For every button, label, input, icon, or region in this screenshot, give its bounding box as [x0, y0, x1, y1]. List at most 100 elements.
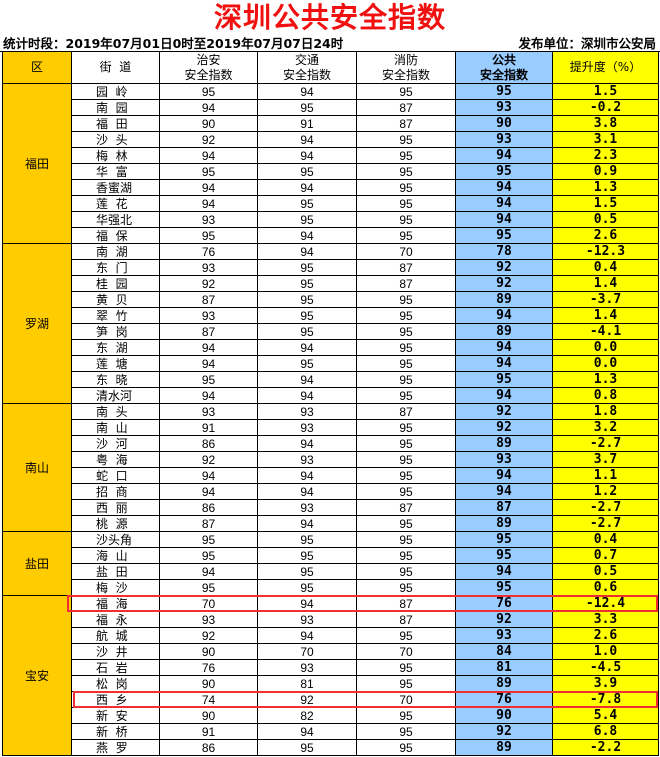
traffic-index-cell: 95 — [258, 580, 357, 596]
fire-index-cell: 87 — [357, 100, 456, 116]
security-index-cell: 94 — [160, 180, 258, 196]
header-line: 安全指数 — [282, 67, 331, 82]
public-index-cell: 81 — [456, 660, 553, 676]
street-cell: 新 桥 — [72, 724, 160, 740]
security-index-cell: 76 — [160, 660, 258, 676]
fire-index-cell: 95 — [357, 564, 456, 580]
security-index-cell: 94 — [160, 468, 258, 484]
public-index-cell: 95 — [456, 228, 553, 244]
street-cell: 西 丽 — [72, 500, 160, 516]
security-index-cell: 74 — [160, 692, 258, 708]
street-cell: 莲 花 — [72, 196, 160, 212]
public-index-cell: 94 — [456, 388, 553, 404]
public-index-cell: 95 — [456, 164, 553, 180]
street-cell: 翠 竹 — [72, 308, 160, 324]
security-index-cell: 94 — [160, 196, 258, 212]
traffic-index-cell: 94 — [258, 132, 357, 148]
street-cell: 沙 河 — [72, 436, 160, 452]
improvement-cell: 5.4 — [553, 708, 659, 724]
fire-index-cell: 87 — [357, 612, 456, 628]
traffic-index-cell: 93 — [258, 500, 357, 516]
street-cell: 清水河 — [72, 388, 160, 404]
street-cell: 福 永 — [72, 612, 160, 628]
fire-index-cell: 95 — [357, 308, 456, 324]
traffic-index-cell: 93 — [258, 452, 357, 468]
improvement-cell: -0.2 — [553, 100, 659, 116]
security-index-cell: 95 — [160, 580, 258, 596]
traffic-index-cell: 94 — [258, 84, 357, 100]
fire-index-cell: 95 — [357, 740, 456, 756]
public-index-cell: 92 — [456, 260, 553, 276]
header-line: 交通 — [294, 52, 319, 67]
security-index-cell: 93 — [160, 612, 258, 628]
security-index-cell: 93 — [160, 212, 258, 228]
street-cell: 东 晓 — [72, 372, 160, 388]
fire-index-cell: 70 — [357, 692, 456, 708]
improvement-cell: 1.2 — [553, 484, 659, 500]
traffic-index-cell: 95 — [258, 324, 357, 340]
header-line: 消防 — [393, 52, 418, 67]
improvement-cell: 2.3 — [553, 148, 659, 164]
improvement-cell: 3.9 — [553, 676, 659, 692]
fire-index-cell: 95 — [357, 340, 456, 356]
traffic-index-cell: 94 — [258, 484, 357, 500]
public-index-cell: 90 — [456, 116, 553, 132]
public-index-cell: 90 — [456, 708, 553, 724]
public-index-cell: 95 — [456, 372, 553, 388]
improvement-cell: 1.1 — [553, 468, 659, 484]
traffic-index-cell: 93 — [258, 660, 357, 676]
district-cell: 罗湖 — [3, 244, 72, 404]
fire-index-cell: 95 — [357, 628, 456, 644]
security-index-cell: 90 — [160, 116, 258, 132]
traffic-index-cell: 94 — [258, 596, 357, 612]
fire-index-cell: 95 — [357, 324, 456, 340]
public-index-cell: 92 — [456, 276, 553, 292]
street-cell: 燕 罗 — [72, 740, 160, 756]
improvement-cell: 0.0 — [553, 340, 659, 356]
street-cell: 沙头角 — [72, 532, 160, 548]
fire-index-cell: 95 — [357, 548, 456, 564]
street-cell: 福 保 — [72, 228, 160, 244]
security-index-cell: 92 — [160, 452, 258, 468]
traffic-index-cell: 94 — [258, 148, 357, 164]
fire-index-cell: 87 — [357, 260, 456, 276]
improvement-cell: 1.4 — [553, 276, 659, 292]
fire-index-cell: 87 — [357, 116, 456, 132]
improvement-cell: -2.7 — [553, 516, 659, 532]
improvement-cell: 0.8 — [553, 388, 659, 404]
security-index-cell: 94 — [160, 388, 258, 404]
traffic-index-cell: 94 — [258, 516, 357, 532]
street-cell: 莲 塘 — [72, 356, 160, 372]
traffic-index-cell: 91 — [258, 116, 357, 132]
street-cell: 南 头 — [72, 404, 160, 420]
traffic-index-cell: 93 — [258, 612, 357, 628]
traffic-index-cell: 94 — [258, 340, 357, 356]
security-index-cell: 70 — [160, 596, 258, 612]
traffic-index-cell: 95 — [258, 740, 357, 756]
header-district: 区 — [3, 52, 72, 84]
fire-index-cell: 87 — [357, 404, 456, 420]
security-index-cell: 87 — [160, 516, 258, 532]
district-cell: 福田 — [3, 84, 72, 244]
header-security: 治安 安全指数 — [160, 52, 258, 84]
fire-index-cell: 95 — [357, 724, 456, 740]
fire-index-cell: 95 — [357, 436, 456, 452]
public-index-cell: 94 — [456, 196, 553, 212]
street-cell: 福 海 — [72, 596, 160, 612]
street-cell: 新 安 — [72, 708, 160, 724]
improvement-cell: 0.5 — [553, 212, 659, 228]
street-cell: 西 乡 — [72, 692, 160, 708]
street-cell: 黄 贝 — [72, 292, 160, 308]
improvement-cell: 3.3 — [553, 612, 659, 628]
security-index-cell: 93 — [160, 404, 258, 420]
fire-index-cell: 87 — [357, 276, 456, 292]
improvement-cell: 0.9 — [553, 164, 659, 180]
traffic-index-cell: 94 — [258, 628, 357, 644]
improvement-cell: 0.4 — [553, 260, 659, 276]
public-index-cell: 95 — [456, 580, 553, 596]
security-index-cell: 95 — [160, 372, 258, 388]
security-index-cell: 87 — [160, 324, 258, 340]
traffic-index-cell: 95 — [258, 564, 357, 580]
improvement-cell: 1.5 — [553, 84, 659, 100]
public-index-cell: 89 — [456, 740, 553, 756]
